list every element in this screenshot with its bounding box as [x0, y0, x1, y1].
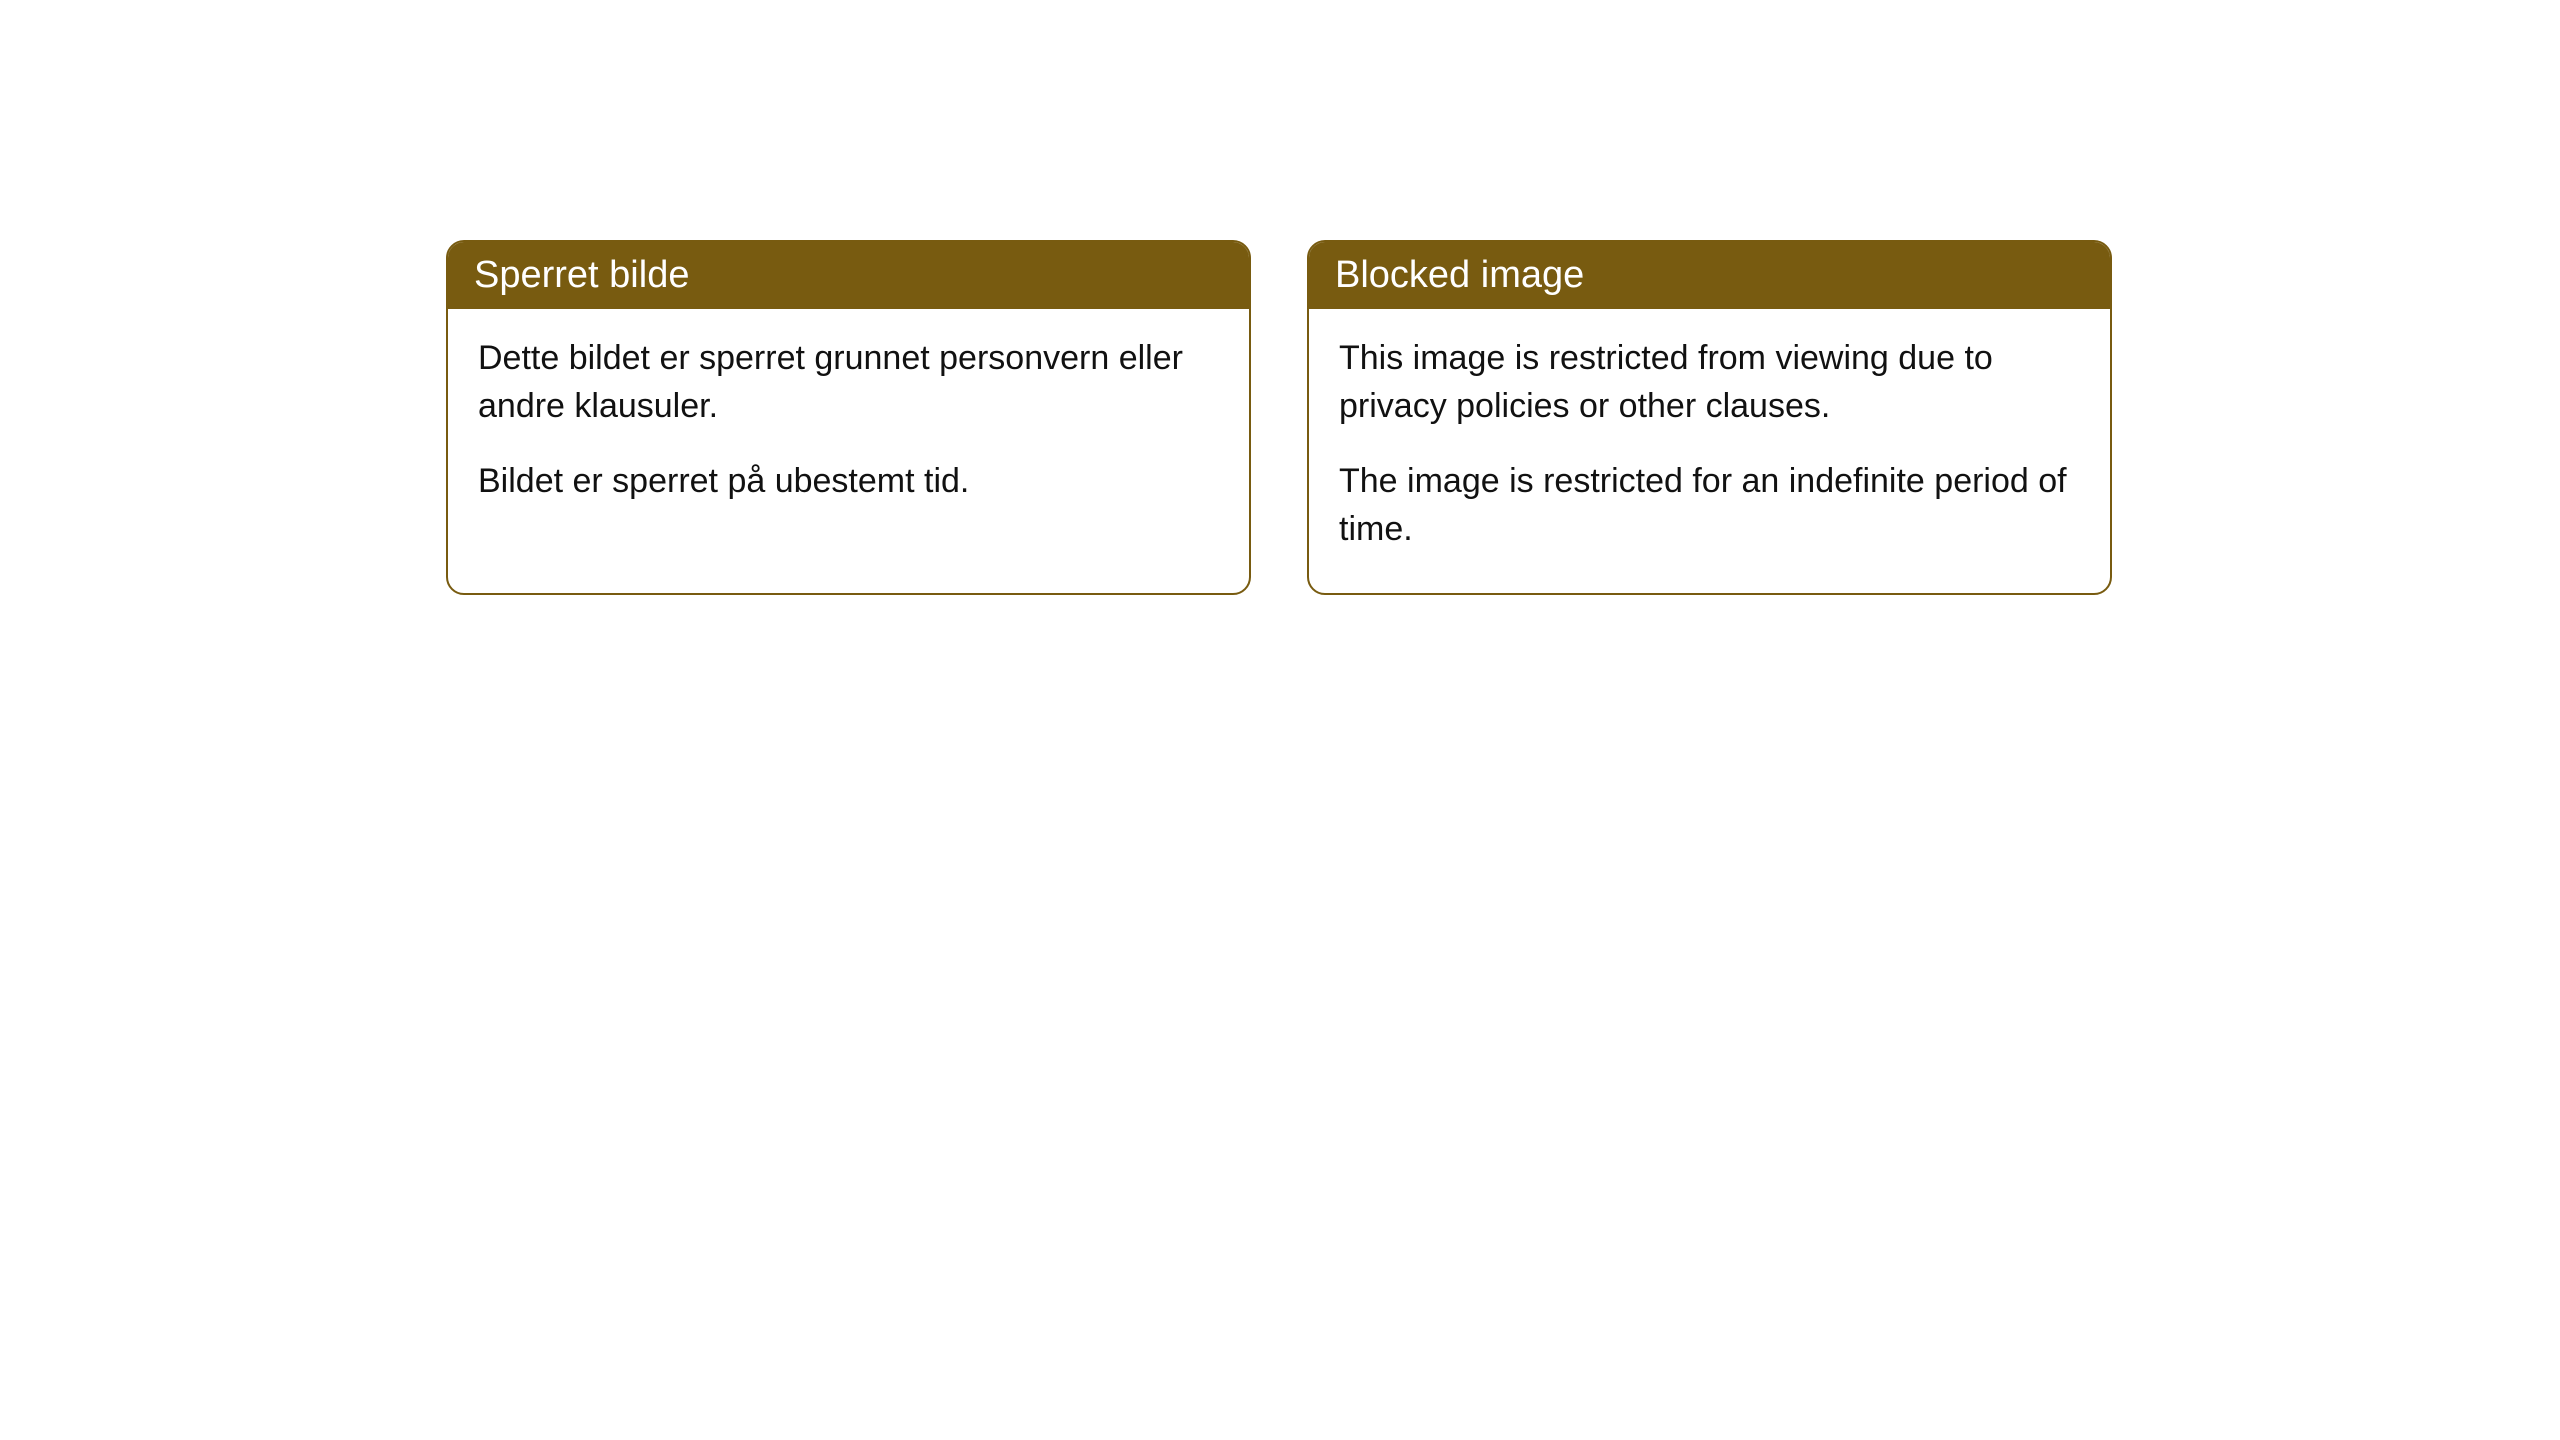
- card-paragraph: This image is restricted from viewing du…: [1339, 335, 2080, 430]
- card-title: Sperret bilde: [474, 254, 689, 296]
- card-title: Blocked image: [1335, 254, 1584, 296]
- card-paragraph: Dette bildet er sperret grunnet personve…: [478, 335, 1219, 430]
- card-header-english: Blocked image: [1309, 242, 2110, 309]
- card-body-norwegian: Dette bildet er sperret grunnet personve…: [448, 309, 1249, 546]
- card-body-english: This image is restricted from viewing du…: [1309, 309, 2110, 593]
- card-paragraph: The image is restricted for an indefinit…: [1339, 458, 2080, 553]
- blocked-image-card-english: Blocked image This image is restricted f…: [1307, 240, 2112, 595]
- blocked-image-card-norwegian: Sperret bilde Dette bildet er sperret gr…: [446, 240, 1251, 595]
- notice-cards-container: Sperret bilde Dette bildet er sperret gr…: [0, 0, 2560, 595]
- card-header-norwegian: Sperret bilde: [448, 242, 1249, 309]
- card-paragraph: Bildet er sperret på ubestemt tid.: [478, 458, 1219, 506]
